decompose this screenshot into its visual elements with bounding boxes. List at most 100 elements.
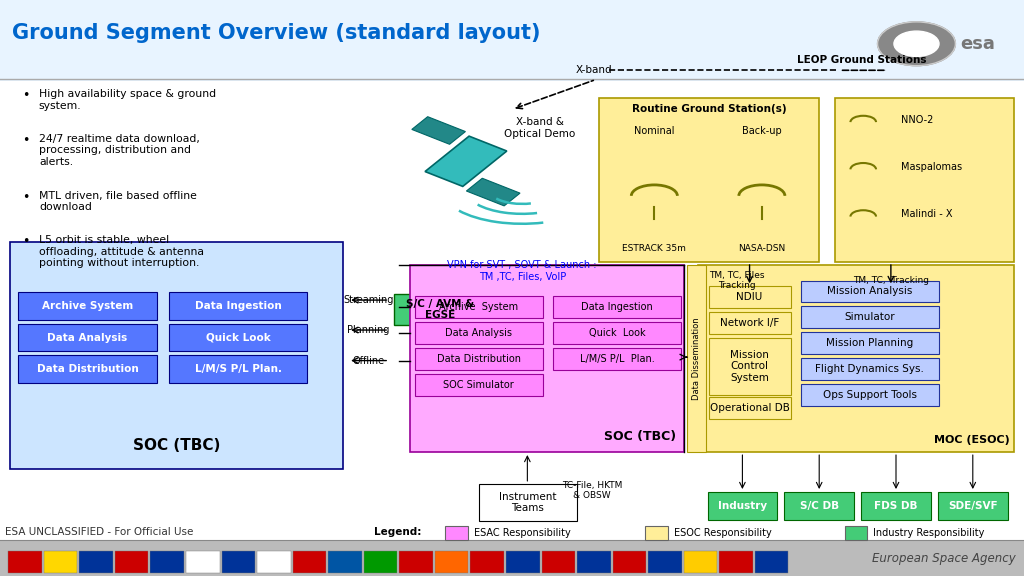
FancyBboxPatch shape — [257, 551, 291, 573]
Text: MOC (ESOC): MOC (ESOC) — [934, 435, 1010, 445]
Text: Nominal: Nominal — [634, 126, 675, 135]
Text: Archive System: Archive System — [42, 301, 133, 311]
Text: TM, TC,  Tracking: TM, TC, Tracking — [853, 276, 929, 285]
FancyBboxPatch shape — [445, 526, 468, 540]
FancyBboxPatch shape — [801, 384, 939, 406]
Text: Legend:: Legend: — [374, 526, 421, 537]
FancyBboxPatch shape — [553, 322, 681, 344]
FancyBboxPatch shape — [399, 551, 433, 573]
Text: ESOC Responsibility: ESOC Responsibility — [674, 528, 771, 539]
FancyBboxPatch shape — [293, 551, 327, 573]
FancyBboxPatch shape — [169, 355, 307, 383]
Text: Offline: Offline — [352, 355, 385, 366]
FancyBboxPatch shape — [435, 551, 468, 573]
Text: S/C DB: S/C DB — [800, 501, 839, 511]
Polygon shape — [412, 117, 466, 145]
FancyBboxPatch shape — [8, 551, 42, 573]
Text: Maspalomas: Maspalomas — [901, 162, 963, 172]
FancyBboxPatch shape — [415, 374, 543, 396]
Text: Malindi - X: Malindi - X — [901, 209, 952, 219]
Text: •: • — [23, 134, 30, 147]
Text: Mission Analysis: Mission Analysis — [827, 286, 912, 297]
Text: Planning: Planning — [347, 325, 390, 335]
FancyBboxPatch shape — [709, 338, 791, 395]
Text: SOC (TBC): SOC (TBC) — [133, 438, 220, 453]
Text: Data Distribution: Data Distribution — [436, 354, 521, 364]
FancyBboxPatch shape — [221, 551, 255, 573]
Text: Back-up: Back-up — [742, 126, 781, 135]
FancyBboxPatch shape — [18, 355, 157, 383]
FancyBboxPatch shape — [687, 265, 706, 452]
Text: ESA UNCLASSIFIED - For Official Use: ESA UNCLASSIFIED - For Official Use — [5, 526, 194, 537]
Text: Archive  System: Archive System — [439, 302, 518, 312]
Text: European Space Agency: European Space Agency — [872, 552, 1016, 565]
Text: 24/7 realtime data download,
processing, distribution and
alerts.: 24/7 realtime data download, processing,… — [39, 134, 200, 167]
Text: Network I/F: Network I/F — [720, 318, 779, 328]
FancyBboxPatch shape — [415, 296, 543, 318]
FancyBboxPatch shape — [0, 0, 1024, 81]
Text: VPN for SVT , SOVT & Launch :
TM ,TC, Files, VoIP: VPN for SVT , SOVT & Launch : TM ,TC, Fi… — [447, 260, 597, 282]
FancyBboxPatch shape — [801, 332, 939, 354]
Text: Mission
Control
System: Mission Control System — [730, 350, 769, 383]
Text: SDE/SVF: SDE/SVF — [948, 501, 997, 511]
FancyBboxPatch shape — [329, 551, 361, 573]
Text: L/M/S P/L Plan.: L/M/S P/L Plan. — [195, 364, 282, 374]
Text: LEOP Ground Stations: LEOP Ground Stations — [798, 55, 927, 65]
FancyBboxPatch shape — [801, 358, 939, 380]
FancyBboxPatch shape — [801, 281, 939, 302]
Text: Industry Responsibility: Industry Responsibility — [873, 528, 985, 539]
Text: FDS DB: FDS DB — [874, 501, 918, 511]
Text: Data Analysis: Data Analysis — [47, 332, 128, 343]
Text: NNO-2: NNO-2 — [901, 115, 934, 125]
FancyBboxPatch shape — [186, 551, 219, 573]
FancyBboxPatch shape — [648, 551, 682, 573]
Text: •: • — [23, 191, 30, 204]
FancyBboxPatch shape — [410, 265, 684, 452]
FancyBboxPatch shape — [415, 348, 543, 370]
Text: MTL driven, file based offline
download: MTL driven, file based offline download — [39, 191, 197, 212]
FancyBboxPatch shape — [720, 551, 753, 573]
FancyBboxPatch shape — [18, 292, 157, 320]
Text: X-band: X-band — [575, 65, 612, 75]
FancyBboxPatch shape — [415, 322, 543, 344]
FancyBboxPatch shape — [645, 526, 668, 540]
FancyBboxPatch shape — [801, 306, 939, 328]
Text: Quick Look: Quick Look — [206, 332, 270, 343]
FancyBboxPatch shape — [18, 324, 157, 351]
FancyBboxPatch shape — [169, 324, 307, 351]
FancyBboxPatch shape — [886, 9, 1019, 78]
FancyBboxPatch shape — [542, 551, 575, 573]
Text: Data Ingestion: Data Ingestion — [581, 302, 653, 312]
FancyBboxPatch shape — [709, 286, 791, 308]
FancyBboxPatch shape — [169, 292, 307, 320]
Text: NASA-DSN: NASA-DSN — [738, 244, 785, 253]
FancyBboxPatch shape — [938, 492, 1008, 520]
FancyBboxPatch shape — [709, 312, 791, 334]
Text: SOC Simulator: SOC Simulator — [443, 380, 514, 390]
Circle shape — [894, 31, 939, 56]
Text: Data Distribution: Data Distribution — [37, 364, 138, 374]
FancyBboxPatch shape — [364, 551, 397, 573]
FancyBboxPatch shape — [845, 526, 867, 540]
Text: Routine Ground Station(s): Routine Ground Station(s) — [632, 104, 786, 113]
FancyBboxPatch shape — [151, 551, 184, 573]
FancyBboxPatch shape — [861, 492, 931, 520]
Circle shape — [878, 22, 955, 66]
Text: X-band &
Optical Demo: X-band & Optical Demo — [504, 117, 575, 139]
FancyBboxPatch shape — [506, 551, 540, 573]
Text: High availability space & ground
system.: High availability space & ground system. — [39, 89, 216, 111]
Text: Ops Support Tools: Ops Support Tools — [823, 390, 916, 400]
Text: Mission Planning: Mission Planning — [826, 338, 913, 348]
FancyBboxPatch shape — [784, 492, 854, 520]
FancyBboxPatch shape — [755, 551, 788, 573]
FancyBboxPatch shape — [709, 397, 791, 419]
Text: Simulator: Simulator — [845, 312, 895, 323]
Text: SOC (TBC): SOC (TBC) — [604, 430, 676, 443]
FancyBboxPatch shape — [44, 551, 77, 573]
FancyBboxPatch shape — [553, 348, 681, 370]
FancyBboxPatch shape — [578, 551, 610, 573]
FancyBboxPatch shape — [684, 551, 718, 573]
Text: L5 orbit is stable, wheel
offloading, attitude & antenna
pointing without interr: L5 orbit is stable, wheel offloading, at… — [39, 235, 204, 268]
Text: Instrument
Teams: Instrument Teams — [499, 492, 557, 513]
Text: S/C / AVM &
EGSE: S/C / AVM & EGSE — [407, 299, 474, 320]
